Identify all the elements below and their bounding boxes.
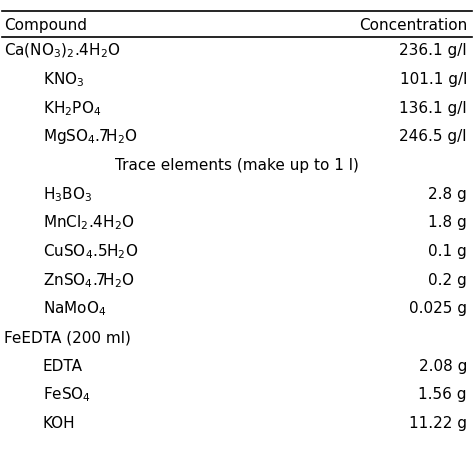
Text: KNO$_3$: KNO$_3$ [43, 70, 84, 89]
Text: CuSO$_4$.5H$_2$O: CuSO$_4$.5H$_2$O [43, 242, 138, 261]
Text: 1.56 g: 1.56 g [419, 388, 467, 402]
Text: 0.1 g: 0.1 g [428, 244, 467, 259]
Text: NaMoO$_4$: NaMoO$_4$ [43, 299, 106, 318]
Text: 1.8 g: 1.8 g [428, 216, 467, 230]
Text: 2.08 g: 2.08 g [419, 359, 467, 374]
Text: H$_3$BO$_3$: H$_3$BO$_3$ [43, 185, 92, 204]
Text: Concentration: Concentration [359, 18, 467, 32]
Text: EDTA: EDTA [43, 359, 82, 374]
Text: 101.1 g/l: 101.1 g/l [400, 72, 467, 87]
Text: Compound: Compound [4, 18, 87, 32]
Text: KH$_2$PO$_4$: KH$_2$PO$_4$ [43, 99, 101, 118]
Text: 2.8 g: 2.8 g [428, 187, 467, 202]
Text: MnCl$_2$.4H$_2$O: MnCl$_2$.4H$_2$O [43, 213, 134, 233]
Text: FeEDTA (200 ml): FeEDTA (200 ml) [4, 330, 131, 345]
Text: FeSO$_4$: FeSO$_4$ [43, 385, 91, 404]
Text: 236.1 g/l: 236.1 g/l [399, 44, 467, 58]
Text: Ca(NO$_3$)$_2$.4H$_2$O: Ca(NO$_3$)$_2$.4H$_2$O [4, 42, 120, 60]
Text: ZnSO$_4$.7H$_2$O: ZnSO$_4$.7H$_2$O [43, 271, 135, 290]
Text: Trace elements (make up to 1 l): Trace elements (make up to 1 l) [115, 158, 359, 173]
Text: 0.2 g: 0.2 g [428, 273, 467, 288]
Text: 11.22 g: 11.22 g [409, 416, 467, 431]
Text: 246.5 g/l: 246.5 g/l [400, 130, 467, 144]
Text: MgSO$_4$.7H$_2$O: MgSO$_4$.7H$_2$O [43, 127, 137, 147]
Text: 0.025 g: 0.025 g [409, 302, 467, 316]
Text: 136.1 g/l: 136.1 g/l [399, 101, 467, 116]
Text: KOH: KOH [43, 416, 75, 431]
